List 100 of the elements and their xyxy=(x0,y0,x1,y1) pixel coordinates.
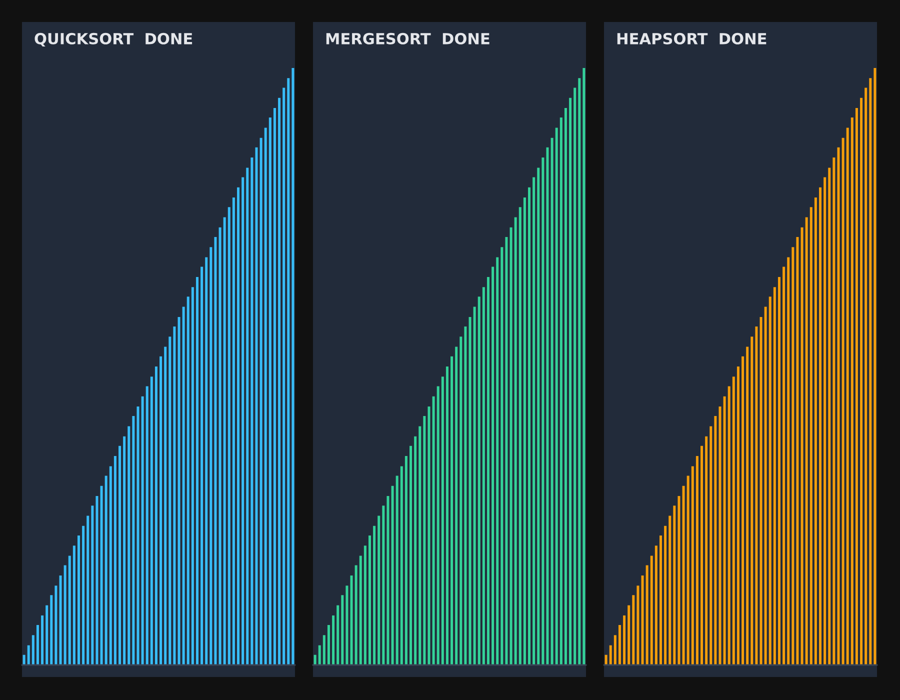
bar xyxy=(496,257,499,665)
bar xyxy=(819,187,822,665)
bar xyxy=(486,276,490,665)
bar xyxy=(654,546,658,665)
bar xyxy=(464,326,467,665)
bar xyxy=(386,496,390,665)
bar xyxy=(46,605,48,665)
bar xyxy=(482,287,485,665)
chart-title: HEAPSORT DONE xyxy=(617,32,766,44)
bar xyxy=(510,227,512,665)
bar xyxy=(824,177,826,665)
bar xyxy=(250,158,254,665)
bar xyxy=(282,88,286,665)
bar xyxy=(874,68,876,665)
bar xyxy=(473,306,476,665)
bar xyxy=(350,575,353,665)
bar xyxy=(500,247,504,665)
bar xyxy=(232,198,235,665)
bar xyxy=(446,366,448,665)
bar xyxy=(455,346,458,665)
bar xyxy=(641,575,644,665)
bar xyxy=(255,147,258,665)
bar xyxy=(173,326,176,665)
bar xyxy=(318,645,321,665)
bar xyxy=(396,476,398,665)
bar xyxy=(332,615,335,665)
bar xyxy=(505,236,508,665)
bar xyxy=(609,645,612,665)
bar xyxy=(273,108,276,665)
bar xyxy=(123,436,126,665)
bar xyxy=(160,356,162,665)
bar xyxy=(618,625,621,665)
bar xyxy=(828,168,831,665)
bar xyxy=(287,78,290,665)
bar xyxy=(623,615,626,665)
bar xyxy=(373,526,376,665)
bar xyxy=(864,88,868,665)
bar xyxy=(432,396,435,665)
bar xyxy=(723,396,726,665)
bar xyxy=(428,406,430,665)
bar xyxy=(327,625,330,665)
bar xyxy=(109,466,112,665)
bar xyxy=(22,654,26,665)
bar xyxy=(72,546,76,665)
bar xyxy=(492,266,494,665)
bar xyxy=(27,645,30,665)
bar xyxy=(632,595,635,665)
bar xyxy=(760,316,762,665)
bar xyxy=(792,247,794,665)
bar xyxy=(146,386,148,665)
bar xyxy=(574,88,576,665)
bar xyxy=(32,635,34,665)
bar xyxy=(154,366,158,665)
bar xyxy=(650,556,653,665)
bar xyxy=(50,595,53,665)
bar xyxy=(100,486,103,665)
bar xyxy=(182,306,185,665)
bar xyxy=(514,217,517,665)
bar xyxy=(423,416,426,665)
bar xyxy=(136,406,140,665)
bar xyxy=(546,147,549,665)
bar xyxy=(604,654,608,665)
bar xyxy=(668,516,672,665)
bar xyxy=(714,416,717,665)
chart-title: MERGESORT DONE xyxy=(326,32,490,44)
bar xyxy=(764,306,767,665)
bar xyxy=(869,78,872,665)
bar xyxy=(782,266,786,665)
bar xyxy=(746,346,749,665)
bar xyxy=(659,535,662,665)
bar xyxy=(59,575,62,665)
bar xyxy=(860,98,863,665)
bar xyxy=(205,257,208,665)
bar xyxy=(678,496,680,665)
bar xyxy=(441,376,444,665)
bar xyxy=(91,506,94,665)
bar xyxy=(700,446,704,665)
bar xyxy=(664,526,667,665)
bar xyxy=(354,565,358,665)
bar xyxy=(141,396,144,665)
bar xyxy=(178,316,180,665)
bar xyxy=(214,236,217,665)
bar xyxy=(810,207,812,665)
bar xyxy=(246,168,249,665)
bar xyxy=(322,635,326,665)
bar xyxy=(260,138,262,665)
bar xyxy=(418,426,422,665)
bar xyxy=(77,535,80,665)
bar xyxy=(750,336,754,665)
bar xyxy=(264,128,267,665)
bar xyxy=(82,526,85,665)
bar xyxy=(555,128,558,665)
bar xyxy=(96,496,98,665)
bar xyxy=(578,78,581,665)
bar xyxy=(242,177,244,665)
bar xyxy=(528,187,531,665)
bar xyxy=(191,287,194,665)
chart-title: QUICKSORT DONE xyxy=(34,32,192,46)
bar xyxy=(718,406,722,665)
bar xyxy=(64,565,66,665)
